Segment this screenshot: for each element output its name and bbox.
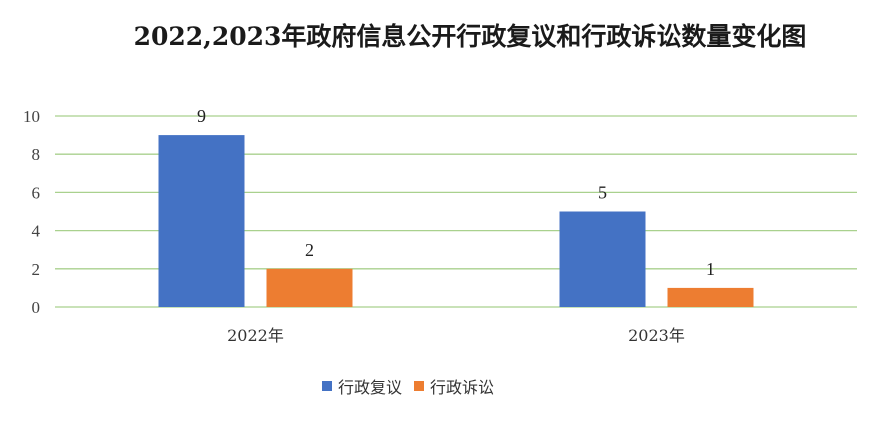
y-tick-label: 6 bbox=[32, 183, 41, 202]
chart-title: 2022,2023年政府信息公开行政复议和行政诉讼数量变化图 bbox=[133, 22, 807, 51]
legend-swatch-review bbox=[322, 381, 332, 391]
legend-item-litigation: 行政诉讼 bbox=[414, 374, 494, 398]
y-tick-label: 8 bbox=[32, 145, 41, 164]
legend-label-review: 行政复议 bbox=[338, 378, 403, 397]
y-tick-label: 2 bbox=[32, 260, 41, 279]
legend: 行政复议 行政诉讼 bbox=[322, 374, 494, 398]
x-category-label: 2022年 bbox=[227, 326, 284, 345]
bar bbox=[559, 211, 646, 307]
y-tick-label: 4 bbox=[32, 222, 41, 241]
bar bbox=[158, 135, 245, 307]
data-label: 1 bbox=[706, 259, 715, 279]
legend-swatch-litigation bbox=[414, 381, 425, 391]
bar bbox=[266, 268, 353, 307]
legend-label-litigation: 行政诉讼 bbox=[430, 378, 495, 397]
x-category-label: 2023年 bbox=[628, 326, 685, 345]
y-tick-label: 10 bbox=[23, 107, 40, 126]
y-tick-label: 0 bbox=[32, 298, 41, 317]
legend-item-review: 行政复议 bbox=[322, 374, 402, 398]
data-label: 2 bbox=[305, 240, 314, 260]
data-label: 5 bbox=[598, 183, 607, 203]
bar bbox=[667, 287, 754, 307]
data-label: 9 bbox=[197, 106, 206, 126]
